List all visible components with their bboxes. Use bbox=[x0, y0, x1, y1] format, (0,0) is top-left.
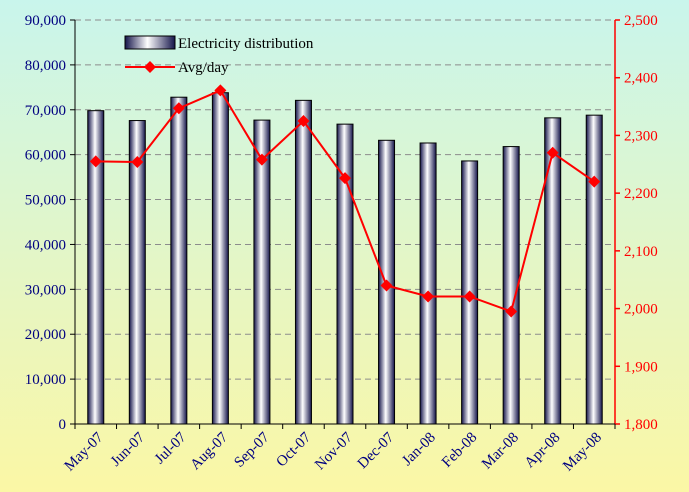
y-left-tick-label: 80,000 bbox=[25, 58, 66, 74]
bar bbox=[502, 146, 520, 425]
y-left-tick-label: 40,000 bbox=[25, 237, 66, 253]
y-left-tick-label: 30,000 bbox=[25, 282, 66, 298]
avg-day-point bbox=[380, 279, 393, 292]
legend-line-marker bbox=[144, 61, 156, 73]
y-right-tick-label: 2,200 bbox=[624, 186, 658, 202]
bar bbox=[419, 142, 437, 425]
avg-day-point bbox=[214, 84, 227, 97]
y-left-tick-label: 60,000 bbox=[25, 148, 66, 164]
y-right-tick-label: 1,900 bbox=[624, 359, 658, 375]
avg-day-point bbox=[339, 172, 351, 185]
bar bbox=[294, 99, 312, 425]
bar bbox=[170, 96, 188, 425]
y-right-tick-label: 2,500 bbox=[624, 13, 658, 29]
y-right-tick-label: 2,400 bbox=[624, 71, 658, 87]
avg-day-point bbox=[463, 290, 476, 303]
y-right-tick-label: 2,000 bbox=[624, 302, 658, 318]
y-left-tick-label: 0 bbox=[59, 417, 67, 433]
y-right-tick-label: 2,300 bbox=[624, 128, 658, 144]
bar bbox=[211, 92, 229, 425]
legend-bar-swatch bbox=[124, 35, 176, 50]
bar bbox=[585, 114, 603, 425]
avg-day-point bbox=[297, 115, 310, 127]
y-left-tick-label: 70,000 bbox=[25, 103, 66, 119]
avg-day-point bbox=[422, 290, 435, 303]
y-left-tick-label: 20,000 bbox=[25, 327, 66, 343]
legend-label-line: Avg/day bbox=[178, 60, 229, 76]
avg-day-point bbox=[89, 155, 102, 168]
y-right-tick-label: 1,800 bbox=[624, 417, 658, 433]
bar bbox=[253, 119, 271, 425]
bar-series bbox=[87, 92, 603, 425]
line-series bbox=[89, 84, 601, 318]
y-right-tick-label: 2,100 bbox=[624, 244, 658, 260]
legend: Electricity distribution Avg/day bbox=[124, 35, 314, 76]
y-left-tick-label: 50,000 bbox=[25, 193, 66, 209]
avg-day-point bbox=[546, 146, 559, 159]
y-left-tick-label: 10,000 bbox=[25, 372, 66, 388]
avg-day-point bbox=[505, 305, 518, 318]
avg-day-point bbox=[131, 155, 144, 168]
y-left-tick-label: 90,000 bbox=[25, 13, 66, 29]
legend-label-bar: Electricity distribution bbox=[178, 36, 314, 52]
avg-day-point bbox=[255, 153, 268, 166]
avg-day-point bbox=[588, 175, 601, 188]
bar bbox=[544, 117, 562, 425]
avg-day-point bbox=[172, 102, 185, 115]
